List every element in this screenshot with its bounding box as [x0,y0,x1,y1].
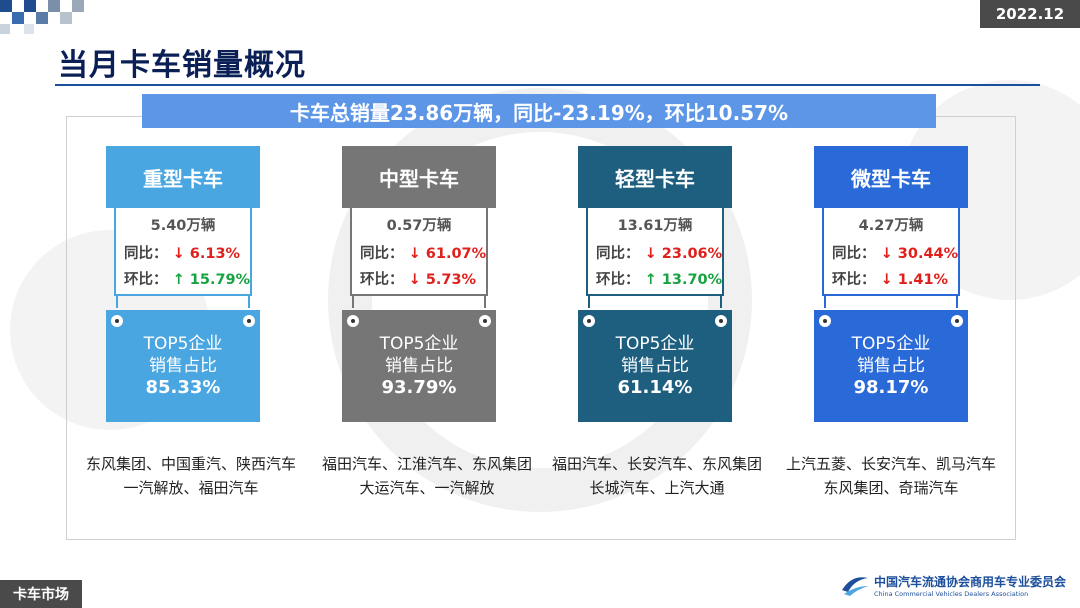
yoy-arrow-icon: ↓ [644,246,657,262]
category-title: 中型卡车 [342,146,496,208]
logo-org-name-en: China Commercial Vehicles Dealers Associ… [873,589,1029,598]
category-title: 轻型卡车 [578,146,732,208]
sales-volume: 5.40万辆 [150,218,216,234]
pin-icon [479,315,491,327]
yoy-row: 同比： ↓ 23.06% [596,242,722,263]
top5-share-value: 93.79% [381,377,457,398]
logo-org-name: 中国汽车流通协会商用车专业委员会 [873,574,1066,589]
yoy-arrow-icon: ↓ [880,246,893,262]
yoy-arrow-icon: ↓ [172,246,185,262]
footer-section-label: 卡车市场 [0,580,82,608]
truck-category-card: 中型卡车 0.57万辆同比： ↓ 61.07% 环比： ↓ 5.73% TOP5企业销… [342,146,496,422]
mom-label: 环比： [596,272,640,288]
category-stats: 0.57万辆同比： ↓ 61.07% 环比： ↓ 5.73% [350,208,488,296]
mom-row: 环比： ↓ 1.41% [832,268,948,289]
sales-volume: 13.61万辆 [617,218,693,234]
top5-sublabel: 销售占比 [385,356,453,376]
truck-category-card: 微型卡车 4.27万辆同比： ↓ 30.44% 环比： ↓ 1.41% TOP5企业销… [814,146,968,422]
top5-share-box: TOP5企业 销售占比 61.14% [578,310,732,422]
companies-line: 东风集团、奇瑞汽车 [823,479,959,497]
top5-label: TOP5企业 [851,334,931,354]
top5-companies: 福田汽车、长安汽车、东风集团 长城汽车、上汽大通 [542,452,772,500]
top5-companies: 福田汽车、江淮汽车、东风集团 大运汽车、一汽解放 [312,452,542,500]
yoy-label: 同比： [360,246,404,262]
mom-label: 环比： [360,272,404,288]
top5-companies: 东风集团、中国重汽、陕西汽车 一汽解放、福田汽车 [76,452,306,500]
summary-banner: 卡车总销量23.86万辆，同比-23.19%，环比10.57% [142,94,936,128]
companies-line: 东风集团、中国重汽、陕西汽车 [85,455,296,473]
checker-decoration [0,0,84,34]
mom-arrow-icon: ↑ [644,272,657,288]
sales-volume: 0.57万辆 [386,218,452,234]
mom-value: 15.79% [189,272,251,288]
pin-icon [347,315,359,327]
yoy-row: 同比： ↓ 6.13% [124,242,240,263]
yoy-value: 6.13% [189,246,241,262]
mom-row: 环比： ↓ 5.73% [360,268,476,289]
mom-row: 环比： ↑ 15.79% [124,268,250,289]
companies-line: 长城汽车、上汽大通 [589,479,725,497]
top5-share-box: TOP5企业 销售占比 98.17% [814,310,968,422]
top5-share-box: TOP5企业 销售占比 85.33% [106,310,260,422]
mom-value: 5.73% [425,272,477,288]
category-stats: 13.61万辆同比： ↓ 23.06% 环比： ↑ 13.70% [586,208,724,296]
yoy-label: 同比： [832,246,876,262]
category-title: 微型卡车 [814,146,968,208]
pin-icon [951,315,963,327]
hanger-connector [578,296,732,310]
pin-icon [111,315,123,327]
mom-row: 环比： ↑ 13.70% [596,268,722,289]
companies-line: 福田汽车、长安汽车、东风集团 [551,455,762,473]
companies-line: 上汽五菱、长安汽车、凯马汽车 [785,455,996,473]
pin-icon [715,315,727,327]
companies-line: 大运汽车、一汽解放 [359,479,495,497]
association-logo: 中国汽车流通协会商用车专业委员会 China Commercial Vehicl… [840,572,1066,598]
date-badge: 2022.12 [980,0,1080,28]
yoy-row: 同比： ↓ 61.07% [360,242,486,263]
truck-category-card: 重型卡车 5.40万辆同比： ↓ 6.13% 环比： ↑ 15.79% TOP5企业销… [106,146,260,422]
mom-arrow-icon: ↓ [408,272,421,288]
mom-label: 环比： [832,272,876,288]
top5-companies: 上汽五菱、长安汽车、凯马汽车 东风集团、奇瑞汽车 [776,452,1006,500]
logo-swoosh-icon [841,577,868,596]
top5-sublabel: 销售占比 [857,356,925,376]
yoy-value: 23.06% [661,246,723,262]
category-title: 重型卡车 [106,146,260,208]
top5-share-value: 61.14% [617,377,693,398]
pin-icon [583,315,595,327]
top5-share-value: 98.17% [853,377,929,398]
sales-volume: 4.27万辆 [858,218,924,234]
companies-line: 一汽解放、福田汽车 [123,479,259,497]
top5-sublabel: 销售占比 [149,356,217,376]
top5-share-box: TOP5企业 销售占比 93.79% [342,310,496,422]
page-title: 当月卡车销量概况 [58,48,306,83]
mom-arrow-icon: ↑ [172,272,185,288]
yoy-value: 61.07% [425,246,487,262]
companies-line: 福田汽车、江淮汽车、东风集团 [321,455,532,473]
mom-label: 环比： [124,272,168,288]
hanger-connector [106,296,260,310]
yoy-label: 同比： [596,246,640,262]
pin-icon [243,315,255,327]
mom-value: 13.70% [661,272,723,288]
category-stats: 4.27万辆同比： ↓ 30.44% 环比： ↓ 1.41% [822,208,960,296]
title-divider [55,84,1040,86]
hanger-connector [342,296,496,310]
top5-sublabel: 销售占比 [621,356,689,376]
top5-label: TOP5企业 [143,334,223,354]
mom-value: 1.41% [897,272,949,288]
mom-arrow-icon: ↓ [880,272,893,288]
yoy-row: 同比： ↓ 30.44% [832,242,958,263]
top5-label: TOP5企业 [615,334,695,354]
yoy-label: 同比： [124,246,168,262]
pin-icon [819,315,831,327]
yoy-value: 30.44% [897,246,959,262]
top5-share-value: 85.33% [145,377,221,398]
hanger-connector [814,296,968,310]
truck-category-card: 轻型卡车 13.61万辆同比： ↓ 23.06% 环比： ↑ 13.70% TOP5企… [578,146,732,422]
category-stats: 5.40万辆同比： ↓ 6.13% 环比： ↑ 15.79% [114,208,252,296]
yoy-arrow-icon: ↓ [408,246,421,262]
top5-label: TOP5企业 [379,334,459,354]
